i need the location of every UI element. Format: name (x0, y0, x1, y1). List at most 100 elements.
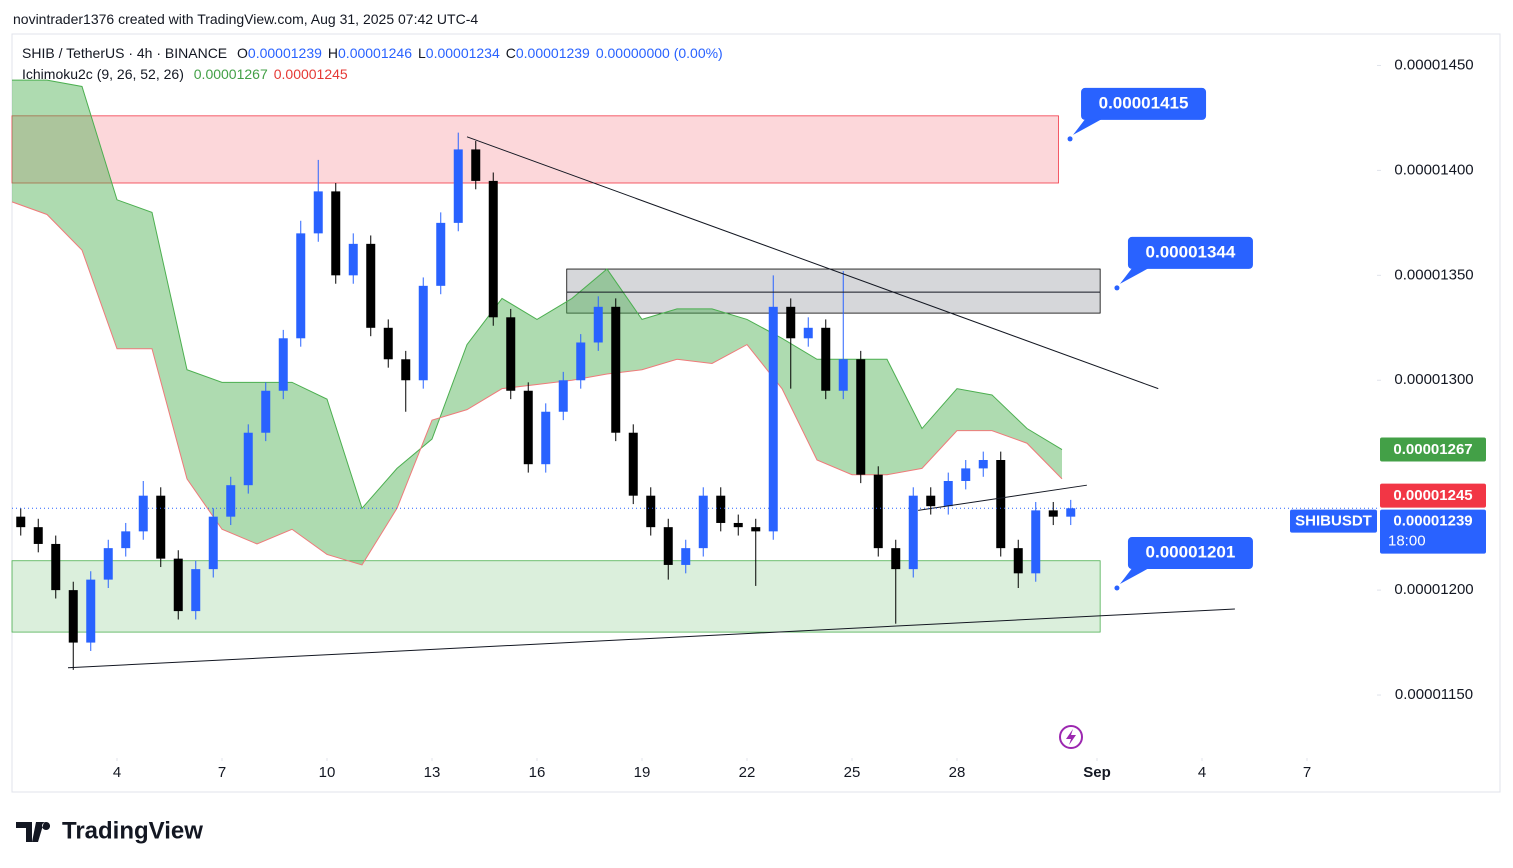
candle-body (16, 516, 26, 528)
candle-body (961, 468, 971, 481)
candle-body (576, 342, 586, 381)
candle-body (733, 522, 743, 528)
y-tick-label: 0.00001350 (1394, 266, 1473, 283)
alert-icon-bolt (1066, 729, 1076, 745)
last-price-label: 0.00001239 (1393, 513, 1472, 530)
candle-body (1048, 510, 1058, 517)
candle-body (296, 233, 306, 339)
symbol-tag (1290, 509, 1377, 533)
price-tag-label: 0.00001267 (1393, 441, 1472, 458)
candle-body (156, 495, 166, 559)
candle-body (541, 411, 551, 465)
candle-body (663, 527, 673, 565)
ohlc-key: H (327, 45, 339, 61)
zone (11, 115, 1059, 184)
indicator-value: 0.00001245 (273, 66, 348, 82)
x-tick-label: 19 (634, 764, 651, 781)
brand-logo (16, 822, 51, 842)
candle-body (768, 306, 778, 532)
price-tag-label: 0.00001245 (1393, 487, 1472, 504)
candle-body (453, 149, 463, 223)
candle-body (716, 495, 726, 523)
candle-body (366, 243, 376, 328)
symbol-label: SHIBUSDT (1295, 513, 1372, 530)
candle-body (786, 306, 796, 339)
callout-anchor (1067, 136, 1073, 142)
callout-anchor (1114, 585, 1120, 591)
y-tick-label: 0.00001400 (1394, 161, 1473, 178)
candle-body (138, 495, 148, 532)
candle-body (1066, 508, 1076, 517)
plot-area: 0.00001415 0.00001344 0.00001201 (11, 79, 1377, 670)
x-tick-label: 10 (319, 764, 336, 781)
cloud-lead-b (11, 201, 1063, 566)
callout-anchor (1114, 285, 1120, 291)
candle-body (751, 527, 761, 532)
x-tick-label: 7 (1303, 764, 1311, 781)
candle-body (471, 149, 481, 181)
candle-body (891, 548, 901, 570)
x-tick-label: 13 (424, 764, 441, 781)
y-tick-label: 0.00001450 (1394, 56, 1473, 73)
candle-body (506, 317, 516, 391)
candle-body (243, 432, 253, 486)
candle-body (1031, 510, 1041, 574)
callout-box (1127, 537, 1253, 570)
ohlc-value: 0.00001239 (515, 45, 590, 61)
header: novintrader1376 created with TradingView… (13, 11, 479, 27)
callout-label: 0.00001201 (1146, 543, 1236, 562)
callout-pointer (1073, 117, 1105, 135)
price-tag (1380, 483, 1486, 508)
candle-body (698, 495, 708, 549)
callout-pointer (1119, 567, 1151, 585)
candle-body (558, 380, 568, 412)
candle-body (383, 327, 393, 360)
candle-body (51, 543, 61, 591)
candle-body (86, 579, 96, 643)
legend-row: SHIB / TetherUS · 4h · BINANCE O0.000012… (22, 45, 729, 61)
last-price-tag (1380, 509, 1486, 554)
ohlc-value: 0.00001234 (425, 45, 500, 61)
ohlc-value: 0.00001246 (338, 45, 412, 61)
y-tick-label: 0.00001150 (1395, 686, 1473, 703)
candle-body (33, 527, 43, 544)
x-tick-label: 16 (529, 764, 546, 781)
change: 0.00000000 (0.00%) (595, 45, 723, 61)
candle-body (646, 495, 656, 528)
callout-pointer (1119, 266, 1151, 284)
candle-body (173, 558, 183, 612)
trend-line (466, 136, 1159, 390)
cloud-fill (12, 80, 1062, 565)
candle-body (1013, 548, 1023, 574)
candle-body (978, 460, 988, 469)
candle-body (208, 516, 218, 570)
candle-body (873, 474, 883, 549)
x-tick-label: 7 (218, 764, 226, 781)
candle-body (488, 180, 498, 318)
brand-name: TradingView (62, 817, 203, 844)
cloud-lead-a (12, 79, 1063, 510)
candle-body (856, 359, 866, 475)
candle-body (226, 485, 236, 517)
candle-body (996, 460, 1006, 549)
callout-box (1127, 236, 1253, 269)
indicator: Ichimoku2c (9, 26, 52, 26) (22, 66, 184, 82)
ohlc-key: L (417, 45, 426, 61)
x-tick-label: 4 (1198, 764, 1206, 781)
candle-body (103, 548, 113, 580)
candle-body (436, 222, 446, 286)
ohlc-value: 0.00001239 (247, 45, 322, 61)
ohlc-key: C (505, 45, 516, 61)
candle-body (908, 495, 918, 570)
candle-body (278, 338, 288, 391)
candle-body (348, 243, 358, 276)
candle-body (681, 548, 691, 565)
alert-icon[interactable] (1059, 725, 1083, 749)
x-tick-label: 28 (949, 764, 966, 781)
x-tick-label: Sep (1083, 764, 1111, 781)
symbol: SHIB / TetherUS · 4h · BINANCE (22, 45, 228, 61)
zone (566, 268, 1101, 314)
trend-line (67, 608, 1235, 669)
